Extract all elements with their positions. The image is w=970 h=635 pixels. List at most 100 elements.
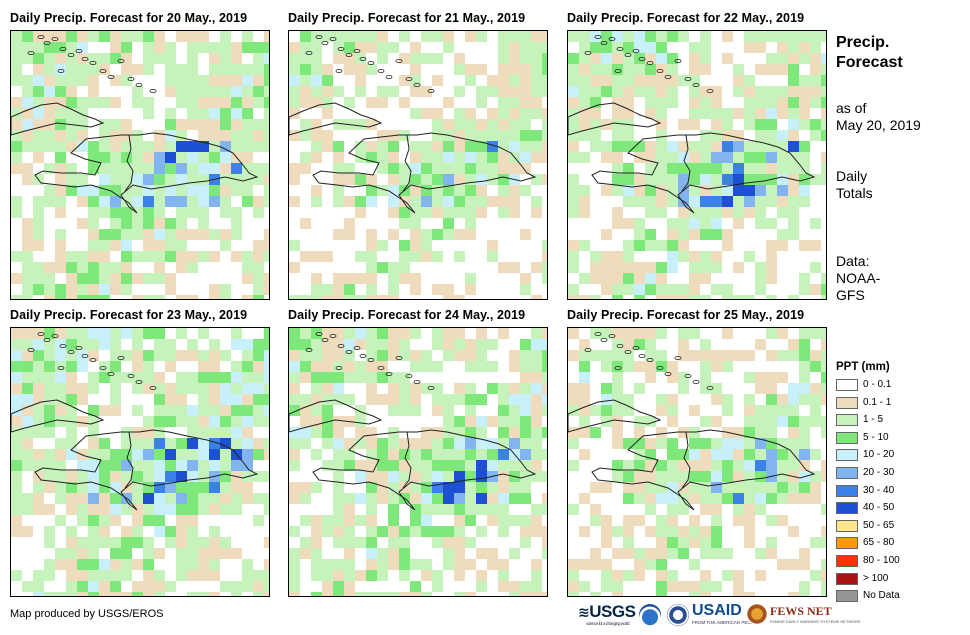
precip-cell: [410, 185, 421, 196]
precip-cell: [198, 361, 209, 372]
precip-cell: [165, 218, 176, 229]
precip-cell: [110, 31, 121, 42]
precip-cell: [821, 592, 826, 596]
precip-cell: [143, 53, 154, 64]
precip-cell: [289, 196, 300, 207]
precip-cell: [11, 526, 22, 537]
precip-cell: [143, 295, 154, 299]
precip-cell: [465, 493, 476, 504]
precip-cell: [421, 383, 432, 394]
precip-cell: [44, 482, 55, 493]
precip-cell: [667, 405, 678, 416]
precip-cell: [498, 53, 509, 64]
precip-cell: [22, 163, 33, 174]
precip-cell: [656, 537, 667, 548]
precip-cell: [465, 273, 476, 284]
precip-cell: [198, 427, 209, 438]
precip-cell: [289, 97, 300, 108]
precip-cell: [579, 383, 590, 394]
precip-cell: [55, 86, 66, 97]
precip-cell: [99, 339, 110, 350]
precip-cell: [454, 471, 465, 482]
precip-cell: [220, 295, 231, 299]
precip-cell: [579, 581, 590, 592]
precip-cell: [777, 152, 788, 163]
precip-cell: [777, 130, 788, 141]
precip-cell: [410, 174, 421, 185]
bahamas-island: [624, 349, 632, 354]
precip-cell: [766, 405, 777, 416]
precip-cell: [253, 416, 264, 427]
precip-cell: [209, 53, 220, 64]
precip-cell: [187, 438, 198, 449]
precip-cell: [209, 361, 220, 372]
precip-cell: [355, 405, 366, 416]
precip-cell: [498, 504, 509, 515]
precip-cell: [121, 328, 132, 339]
precip-cell: [568, 427, 579, 438]
precip-cell: [689, 438, 700, 449]
precip-cell: [55, 471, 66, 482]
precip-cell: [678, 31, 689, 42]
precip-cell: [645, 174, 656, 185]
precip-cell: [799, 119, 810, 130]
precip-cell: [253, 53, 264, 64]
precip-cell: [509, 31, 520, 42]
precip-cell: [289, 361, 300, 372]
bahamas-island: [51, 334, 59, 339]
precip-cell: [722, 438, 733, 449]
precip-cell: [121, 273, 132, 284]
precip-cell: [209, 405, 220, 416]
precip-cell: [568, 174, 579, 185]
precip-cell: [788, 438, 799, 449]
precip-cell: [33, 229, 44, 240]
precip-cell: [77, 262, 88, 273]
legend-label: 80 - 100: [863, 555, 900, 566]
precip-cell: [176, 262, 187, 273]
precip-cell: [242, 185, 253, 196]
precip-cell: [542, 328, 547, 339]
precip-cell: [766, 185, 777, 196]
precip-cell: [700, 383, 711, 394]
precip-cell: [366, 185, 377, 196]
precip-cell: [722, 174, 733, 185]
precip-cell: [700, 526, 711, 537]
precip-cell: [799, 383, 810, 394]
precip-cell: [656, 471, 667, 482]
precip-cell: [410, 284, 421, 295]
precip-cell: [231, 460, 242, 471]
precip-cell: [623, 438, 634, 449]
precip-cell: [264, 570, 269, 581]
precip-cell: [645, 53, 656, 64]
precip-cell: [579, 361, 590, 372]
precip-cell: [33, 427, 44, 438]
precip-cell: [612, 416, 623, 427]
precip-cell: [220, 130, 231, 141]
precip-cell: [22, 53, 33, 64]
bahamas-island: [57, 69, 65, 74]
precip-cell: [132, 295, 143, 299]
precip-cell: [465, 108, 476, 119]
precip-cell: [498, 438, 509, 449]
precip-cell: [443, 196, 454, 207]
precip-cell: [231, 185, 242, 196]
precip-cell: [777, 328, 788, 339]
precip-cell: [410, 405, 421, 416]
precip-cell: [487, 383, 498, 394]
bahamas-island: [127, 77, 135, 82]
precip-cell: [755, 548, 766, 559]
precip-cell: [399, 537, 410, 548]
precip-cell: [88, 163, 99, 174]
precip-cell: [421, 427, 432, 438]
precip-cell: [110, 515, 121, 526]
precip-cell: [121, 163, 132, 174]
precip-cell: [476, 493, 487, 504]
haiti-dr-border: [124, 134, 134, 192]
precip-cell: [667, 97, 678, 108]
precip-cell: [744, 207, 755, 218]
precip-cell: [66, 581, 77, 592]
precip-cell: [810, 86, 821, 97]
precip-cell: [700, 130, 711, 141]
precip-cell: [788, 383, 799, 394]
precip-cell: [755, 471, 766, 482]
